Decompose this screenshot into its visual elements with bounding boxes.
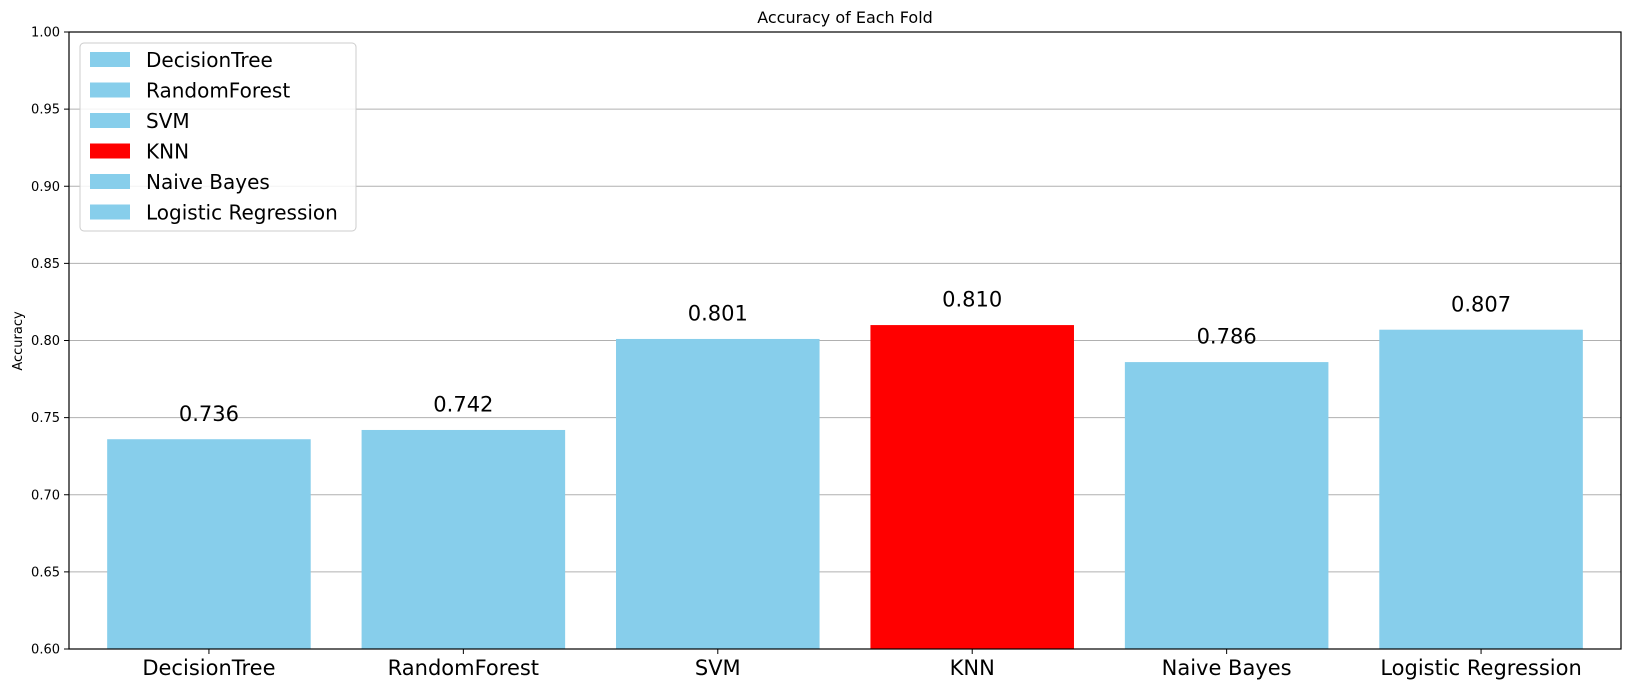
- bar-value-label: 0.807: [1451, 292, 1511, 316]
- legend-entry: Naive Bayes: [146, 170, 270, 194]
- y-tick-label: 0.85: [31, 257, 60, 272]
- x-tick-label: Naive Bayes: [1162, 656, 1292, 680]
- legend: DecisionTree RandomForest SVM KNN Naive Baye…: [79, 42, 357, 232]
- bar: [1124, 362, 1329, 649]
- legend-swatch: [90, 174, 130, 189]
- value-labels: 0.736 0.742 0.801 0.810 0.786 0.807: [179, 288, 1511, 426]
- x-tick-label: RandomForest: [388, 656, 539, 680]
- x-tick-label: DecisionTree: [142, 656, 275, 680]
- legend-entry: DecisionTree: [146, 48, 273, 72]
- y-tick-label: 0.75: [31, 411, 60, 426]
- y-axis: 0.60 0.65 0.70 0.75 0.80 0.85 0.90 0.95 1.00: [31, 26, 69, 658]
- bar-value-label: 0.736: [179, 402, 239, 426]
- legend-swatch: [90, 82, 130, 98]
- y-tick-label: 0.60: [31, 643, 60, 658]
- y-axis-label: Accuracy: [11, 311, 26, 371]
- legend-entry: Logistic Regression: [146, 201, 338, 225]
- bars: [107, 325, 1583, 649]
- bar-value-label: 0.810: [942, 288, 1002, 312]
- bar-value-label: 0.742: [433, 393, 493, 417]
- y-tick-label: 1.00: [31, 26, 60, 41]
- x-tick-label: KNN: [950, 656, 995, 680]
- legend-swatch: [90, 113, 130, 128]
- legend-swatch: [90, 204, 130, 220]
- bar: [616, 338, 820, 649]
- y-tick-label: 0.70: [31, 488, 60, 503]
- y-tick-label: 0.65: [31, 565, 60, 580]
- bar: [107, 439, 311, 649]
- legend-box: [79, 42, 357, 232]
- bar-value-label: 0.786: [1197, 325, 1257, 349]
- chart-title: Accuracy of Each Fold: [757, 8, 933, 27]
- legend-entry: KNN: [146, 140, 189, 164]
- bar-value-label: 0.801: [688, 302, 748, 326]
- y-tick-label: 0.90: [31, 180, 60, 195]
- y-tick-label: 0.80: [31, 334, 60, 349]
- bar: [1379, 329, 1583, 649]
- bar: [361, 429, 566, 649]
- x-axis: DecisionTree RandomForest SVM KNN Naive Baye…: [142, 649, 1582, 680]
- bar: [870, 325, 1074, 649]
- legend-entry: SVM: [146, 109, 190, 133]
- legend-entry: RandomForest: [146, 79, 290, 103]
- y-tick-label: 0.95: [31, 103, 60, 118]
- legend-swatch: [90, 143, 130, 159]
- x-tick-label: Logistic Regression: [1380, 656, 1581, 680]
- x-tick-label: SVM: [695, 656, 741, 680]
- legend-swatch: [90, 52, 130, 67]
